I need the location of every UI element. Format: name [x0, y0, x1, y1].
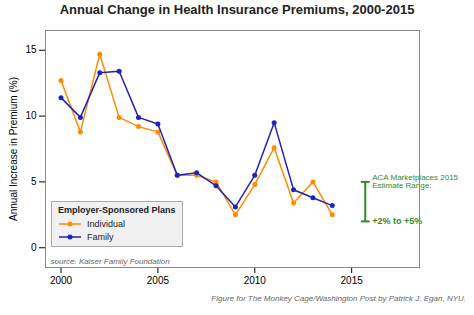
html-text:Family: Family	[87, 231, 114, 242]
html-text:Individual: Individual	[87, 218, 125, 229]
svg-text:2015: 2015	[341, 275, 364, 286]
svg-text:ACA Marketplaces 2015Estimate: ACA Marketplaces 2015Estimate Range:	[372, 173, 458, 190]
html-text:Annual Change in Health Insura: Annual Change in Health Insurance Premiu…	[59, 2, 415, 17]
svg-text:2010: 2010	[244, 275, 267, 286]
html-text:Employer-Sponsored Plans: Employer-Sponsored Plans	[58, 205, 176, 215]
svg-text:2005: 2005	[147, 275, 170, 286]
svg-text:source: Kaiser Family Foundati: source: Kaiser Family Foundation	[51, 257, 171, 266]
svg-text:Annual Increase in Premium (%): Annual Increase in Premium (%)	[8, 77, 19, 221]
svg-text:15: 15	[25, 44, 37, 55]
svg-text:0: 0	[31, 242, 37, 253]
svg-text:10: 10	[25, 110, 37, 121]
svg-text:+2% to +5%: +2% to +5%	[372, 216, 422, 226]
html-text:Figure for The Monkey Cage/Was: Figure for The Monkey Cage/Washington Po…	[211, 294, 466, 303]
svg-text:5: 5	[31, 176, 37, 187]
svg-text:2000: 2000	[50, 275, 73, 286]
